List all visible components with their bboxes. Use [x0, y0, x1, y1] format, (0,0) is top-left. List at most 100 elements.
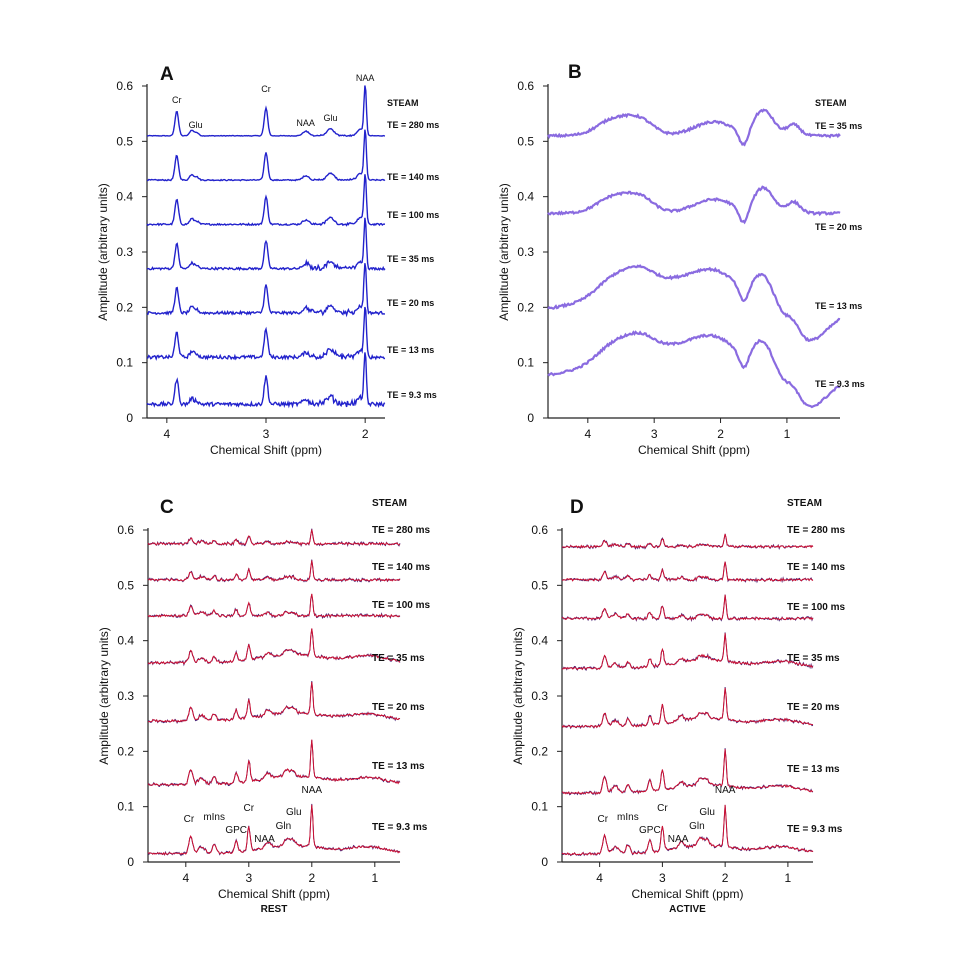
condition-label: REST — [261, 904, 288, 915]
panel-c: 0 0.1 0.2 0.3 0.4 0.5 0.6 4 3 2 1 Chemical Shift (p… — [97, 497, 431, 915]
sequence-label: STEAM — [387, 98, 419, 108]
series-line — [547, 185, 841, 225]
series-label: TE = 20 ms — [815, 222, 862, 232]
y-tick-label: 0.1 — [517, 356, 534, 370]
peak-annotation: Glu — [699, 807, 715, 818]
panel-d: 0 0.1 0.2 0.3 0.4 0.5 0.6 4 3 2 1 Chemical Shift (p… — [511, 497, 846, 915]
series-label: TE = 35 ms — [372, 653, 425, 664]
series-line — [547, 108, 841, 147]
peak-annotation: GPC — [225, 825, 247, 836]
y-axis-label: Amplitude (arbitrary units) — [511, 627, 525, 764]
peak-annotation: NAA — [668, 834, 689, 845]
y-tick-label: 0.2 — [517, 300, 534, 314]
series-label: TE = 35 ms — [787, 653, 840, 664]
fit-line — [147, 628, 401, 667]
peak-annotation: NAA — [356, 73, 375, 83]
peak-annotation: Cr — [657, 803, 668, 814]
series-label: TE = 35 ms — [815, 121, 862, 131]
panel-letter: B — [568, 62, 582, 83]
peak-annotation: NAA — [254, 834, 275, 845]
x-axis-label: Chemical Shift (ppm) — [218, 887, 330, 901]
peak-annotation: Cr — [172, 95, 182, 105]
fit-line — [147, 680, 401, 724]
y-tick-label: 0.3 — [116, 245, 133, 259]
x-tick-label: 1 — [371, 871, 378, 885]
series-line — [147, 628, 401, 665]
series-line — [146, 352, 386, 409]
x-tick-label: 1 — [784, 427, 791, 441]
y-axis-label: Amplitude (arbitrary units) — [96, 183, 110, 320]
fit-line — [147, 803, 401, 857]
x-axis-label: Chemical Shift (ppm) — [210, 443, 322, 457]
fit-line — [561, 804, 814, 857]
peak-annotation: Gln — [689, 821, 705, 832]
series-line — [561, 688, 814, 729]
series-label: TE = 13 ms — [787, 764, 840, 775]
x-tick-label: 4 — [596, 871, 603, 885]
y-tick-label: 0.5 — [117, 578, 134, 592]
fit-line — [561, 748, 814, 796]
series-label: TE = 280 ms — [387, 120, 439, 130]
y-axis-label: Amplitude (arbitrary units) — [497, 183, 511, 320]
fit-line — [561, 594, 814, 623]
peak-annotation: NAA — [296, 118, 315, 128]
series-line — [561, 533, 814, 549]
series-label: TE = 140 ms — [372, 562, 431, 573]
y-tick-label: 0.6 — [117, 523, 134, 537]
peak-annotation: Cr — [598, 814, 609, 825]
peak-annotation: NAA — [715, 785, 736, 796]
y-tick-label: 0 — [527, 411, 534, 425]
series-label: TE = 20 ms — [787, 702, 840, 713]
x-tick-label: 3 — [245, 871, 252, 885]
fit-line — [561, 632, 814, 672]
x-tick-label: 1 — [785, 871, 792, 885]
x-tick-label: 2 — [308, 871, 315, 885]
series-label: TE = 140 ms — [787, 562, 846, 573]
series-line — [146, 174, 386, 227]
series-line — [147, 560, 401, 582]
panel-letter: D — [570, 497, 584, 518]
series-label: TE = 9.3 ms — [787, 824, 843, 835]
peak-annotation: Cr — [184, 814, 195, 825]
y-tick-label: 0.1 — [117, 800, 134, 814]
series-line — [146, 306, 386, 361]
y-tick-label: 0.3 — [117, 689, 134, 703]
y-tick-label: 0.5 — [531, 578, 548, 592]
y-tick-label: 0.5 — [517, 134, 534, 148]
y-tick-label: 0.6 — [517, 79, 534, 93]
panel-letter: A — [160, 64, 174, 85]
y-tick-label: 0 — [127, 855, 134, 869]
series-line — [561, 804, 814, 856]
y-tick-label: 0.4 — [531, 634, 548, 648]
series-line — [147, 593, 401, 618]
peak-annotation: mIns — [203, 812, 225, 823]
series-line — [146, 129, 386, 182]
series-line — [561, 594, 814, 621]
series-label: TE = 20 ms — [372, 702, 425, 713]
series-label: TE = 13 ms — [372, 761, 425, 772]
y-tick-label: 0 — [541, 855, 548, 869]
peak-annotation: Gln — [276, 821, 292, 832]
series-line — [547, 264, 841, 343]
series-label: TE = 9.3 ms — [815, 379, 865, 389]
fit-line — [561, 686, 814, 730]
y-tick-label: 0.5 — [116, 134, 133, 148]
series-label: TE = 140 ms — [387, 172, 439, 182]
x-axis-label: Chemical Shift (ppm) — [638, 443, 750, 457]
y-tick-label: 0.6 — [531, 523, 548, 537]
series-label: TE = 13 ms — [815, 301, 862, 311]
panel-letter: C — [160, 497, 174, 518]
series-line — [147, 739, 400, 787]
panel-b: 0 0.1 0.2 0.3 0.4 0.5 0.6 4 3 2 1 Chemical Shift (p… — [497, 62, 865, 457]
series-label: TE = 280 ms — [372, 525, 431, 536]
series-line — [561, 561, 814, 582]
y-tick-label: 0.3 — [531, 689, 548, 703]
peak-annotation: Glu — [286, 807, 302, 818]
peak-annotation: Glu — [323, 113, 337, 123]
fit-line — [147, 594, 401, 620]
x-axis-label: Chemical Shift (ppm) — [631, 887, 743, 901]
y-tick-label: 0.2 — [116, 300, 133, 314]
series-line — [146, 217, 386, 272]
peak-annotation: Glu — [189, 120, 203, 130]
